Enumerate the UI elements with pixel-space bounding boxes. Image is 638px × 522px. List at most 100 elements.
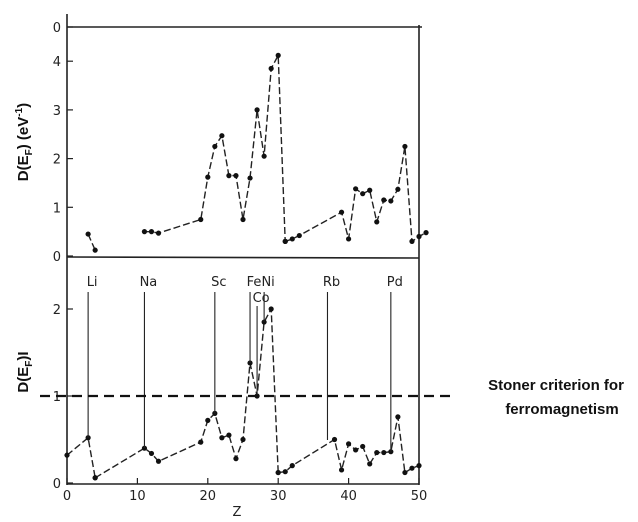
element-label-co: Co	[253, 291, 270, 306]
top-data-point	[416, 233, 422, 240]
top-data-point	[353, 186, 359, 192]
top-series-line	[87, 233, 96, 251]
top-data-point	[423, 230, 429, 236]
bottom-data-point	[360, 443, 366, 450]
bottom-data-point	[198, 439, 204, 445]
x-axis-title: Z	[233, 505, 242, 520]
top-data-point	[346, 236, 352, 242]
top-data-point	[240, 216, 246, 223]
top-data-point	[219, 133, 225, 139]
bottom-data-point	[381, 449, 387, 456]
top-data-point	[409, 238, 415, 244]
bottom-series	[64, 306, 422, 481]
bottom-data-point	[155, 458, 162, 464]
bottom-data-point	[92, 475, 98, 481]
top-data-point	[155, 230, 162, 236]
element-label-fe: Fe	[247, 275, 262, 290]
stoner-label-line1: Stoner criterion for	[488, 377, 624, 394]
top-ytick-label: 0	[53, 250, 61, 265]
top-data-point	[92, 247, 98, 253]
bottom-ylabel: D(EF)I	[15, 351, 35, 392]
bottom-ytick-label: 0	[53, 477, 61, 492]
panel-separator-line	[66, 256, 420, 259]
bottom-data-point	[226, 432, 232, 438]
top-data-point	[289, 236, 295, 242]
bottom-series-line	[278, 416, 420, 474]
top-series-line	[144, 52, 286, 242]
plot-frame	[66, 14, 422, 485]
bottom-data-point	[282, 469, 288, 475]
top-data-point	[296, 232, 302, 239]
top-data-point	[367, 187, 373, 193]
top-data-point	[148, 229, 155, 235]
bottom-data-point	[331, 436, 338, 443]
bottom-data-point	[338, 467, 345, 473]
bottom-data-point	[367, 461, 373, 467]
element-label-rb: Rb	[323, 275, 340, 290]
top-ytick-label: 4	[53, 55, 61, 70]
bottom-data-point	[268, 306, 274, 312]
bottom-ytick-label: 1	[53, 390, 61, 405]
top-data-point	[261, 153, 267, 159]
bottom-data-point	[346, 441, 352, 447]
top-data-point	[268, 65, 274, 72]
bottom-data-point	[219, 435, 225, 441]
top-data-point	[254, 107, 260, 113]
top-data-point	[402, 143, 408, 150]
top-data-point	[226, 173, 232, 179]
top-data-point	[381, 197, 387, 203]
top-data-point	[198, 216, 204, 223]
element-label-na: Na	[140, 275, 158, 290]
top-data-point	[275, 52, 281, 58]
top-data-point	[85, 231, 91, 237]
bottom-data-point	[374, 449, 380, 456]
bottom-data-point	[416, 463, 422, 469]
bottom-data-point	[233, 456, 239, 462]
top-series	[85, 52, 429, 253]
top-ytick-label: 2	[53, 153, 61, 168]
top-data-point	[282, 238, 288, 244]
bottom-data-point	[289, 463, 295, 469]
top-data-point	[338, 209, 345, 215]
top-data-point	[360, 191, 366, 197]
top-border-tick-label: 0	[53, 21, 61, 36]
bottom-data-point	[205, 417, 211, 423]
top-data-point	[374, 219, 380, 225]
top-data-point	[205, 174, 211, 180]
xtick-label: 50	[411, 489, 428, 504]
xtick-label: 20	[200, 489, 217, 504]
top-ytick-label: 3	[53, 104, 61, 119]
top-data-point	[388, 198, 394, 204]
bottom-data-point	[353, 447, 359, 453]
top-data-point	[247, 175, 253, 181]
stoner-label-line2: ferromagnetism	[505, 401, 618, 418]
bottom-data-point	[395, 414, 401, 420]
bottom-data-point	[402, 469, 408, 476]
element-label-pd: Pd	[387, 275, 403, 290]
top-data-point	[395, 186, 401, 192]
top-data-point	[212, 143, 218, 150]
bottom-ytick-label: 2	[53, 303, 61, 318]
element-label-ni: Ni	[261, 275, 274, 290]
bottom-data-point	[64, 452, 70, 458]
top-series-line	[284, 146, 427, 243]
xtick-label: 0	[63, 489, 71, 504]
top-data-point	[233, 173, 239, 179]
bottom-data-point	[409, 465, 415, 471]
xtick-label: 40	[340, 489, 357, 504]
bottom-data-point	[240, 436, 246, 443]
bottom-data-point	[148, 450, 155, 457]
xtick-label: 10	[129, 489, 146, 504]
element-label-sc: Sc	[211, 275, 226, 290]
bottom-data-point	[275, 469, 281, 476]
top-data-point	[141, 229, 148, 235]
bottom-series-line	[66, 436, 96, 478]
top-ytick-label: 1	[53, 201, 61, 216]
element-label-li: Li	[87, 275, 98, 290]
xtick-label: 30	[270, 489, 287, 504]
top-ylabel: D(EF) (eV-1)	[14, 103, 35, 181]
bottom-series-line	[94, 306, 279, 479]
